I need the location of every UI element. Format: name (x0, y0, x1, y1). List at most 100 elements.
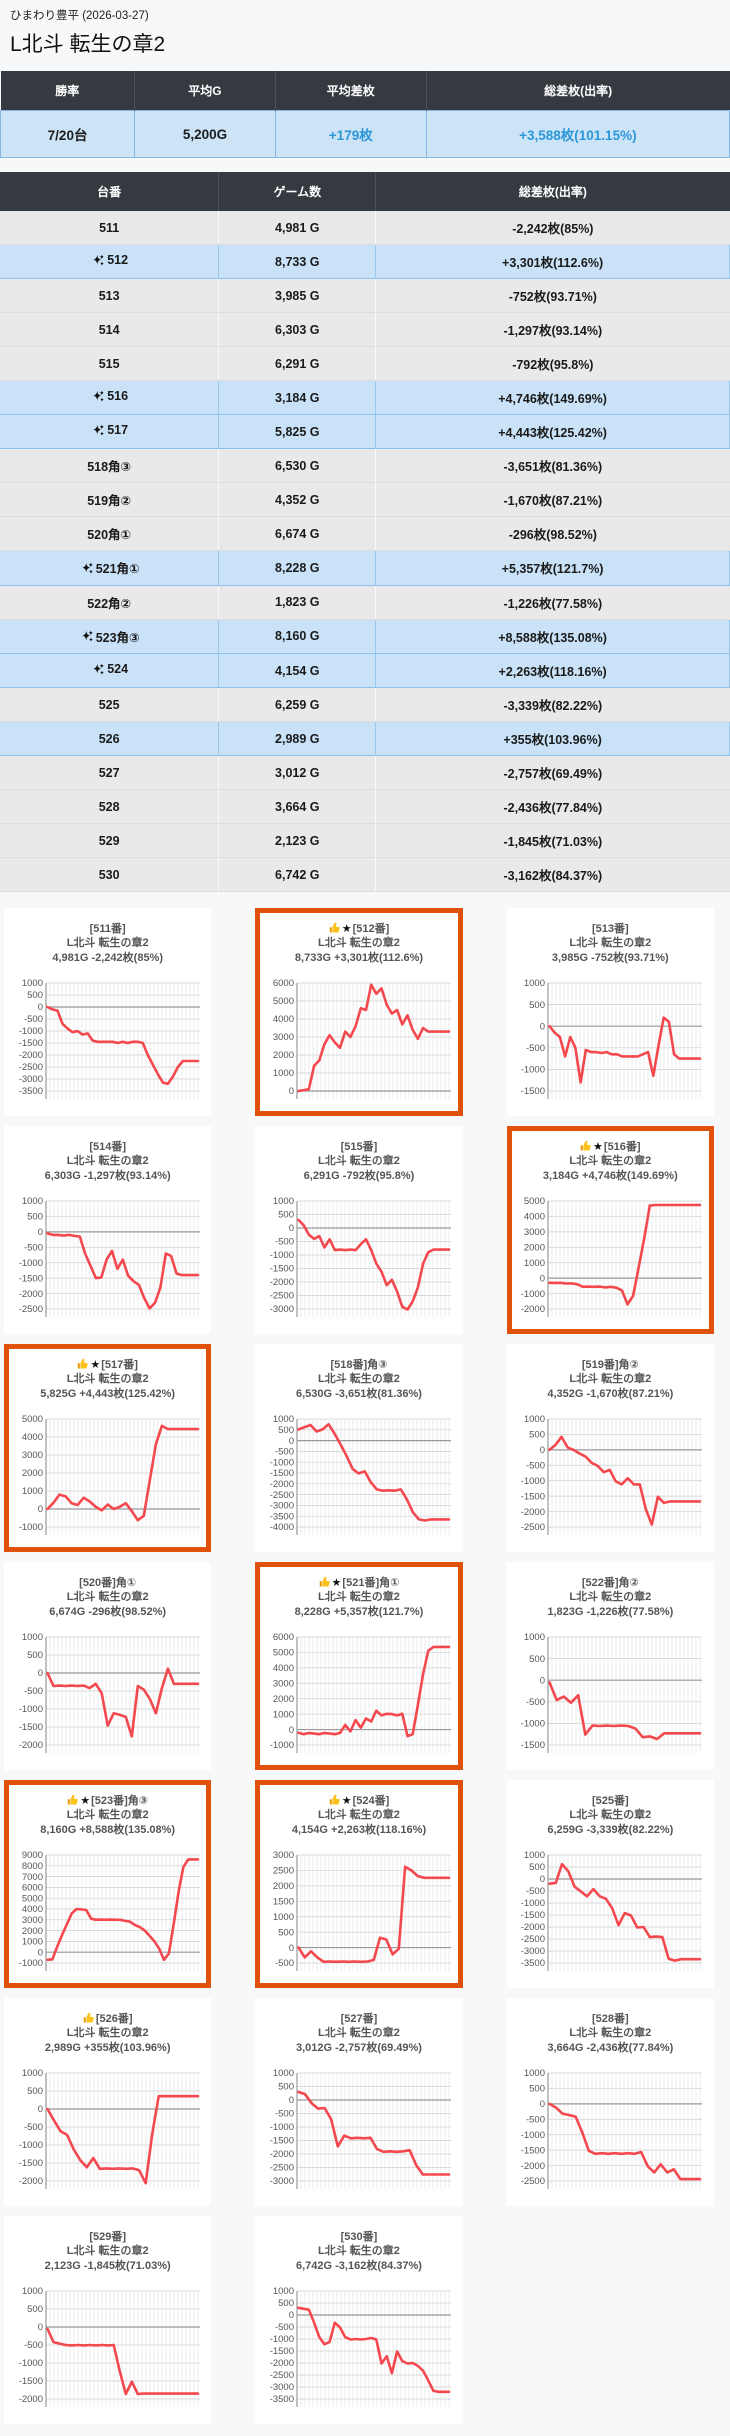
machine-number-label: 530 (98, 867, 120, 882)
machine-number-cell: 524 (0, 653, 220, 688)
svg-text:3000: 3000 (524, 1227, 545, 1238)
machine-diff-cell: -296枚(98.52%) (375, 516, 730, 551)
svg-text:-2500: -2500 (270, 2370, 294, 2381)
svg-text:2000: 2000 (524, 1242, 545, 1253)
chart-machine-name: L北斗 転生の章2 (66, 1373, 149, 1386)
machine-col-header-2: 総差枚(出率) (375, 172, 730, 211)
chart-card-521: ★[521番]角① L北斗 転生の章2 8,228G +5,357枚(121.7%)… (255, 1562, 463, 1770)
svg-text:500: 500 (27, 2304, 43, 2315)
chart-machine-name: L北斗 転生の章2 (66, 1591, 149, 1604)
slump-graph-line (548, 1203, 702, 1306)
machine-number-label: 511 (99, 220, 120, 235)
svg-text:-1500: -1500 (18, 2158, 42, 2169)
machine-diff-cell: -3,651枚(81.36%) (375, 448, 730, 483)
svg-text:-500: -500 (24, 2122, 43, 2133)
svg-text:2000: 2000 (22, 1926, 43, 1937)
svg-text:-3500: -3500 (270, 1511, 294, 1522)
machine-diff-cell: -2,242枚(85%) (375, 211, 730, 245)
star-icon: ★ (593, 1141, 603, 1153)
svg-text:-1500: -1500 (270, 2136, 294, 2147)
svg-text:1000: 1000 (273, 1912, 294, 1923)
machine-games-cell: 1,823 G (218, 585, 377, 620)
chart-machine-name: L北斗 転生の章2 (569, 2027, 652, 2040)
machine-number-label: 526 (98, 731, 120, 746)
svg-text:0: 0 (289, 2095, 294, 2106)
trend-chart-522: 1000 500 0 -500 -1000 -1500 (521, 1632, 703, 1753)
svg-text:-1000: -1000 (18, 1026, 42, 1037)
svg-text:-2000: -2000 (18, 2176, 42, 2187)
sparkle-icon (93, 663, 105, 675)
slump-graph-line (45, 2094, 199, 2185)
machine-number-cell: 522角② (0, 585, 220, 620)
chart-title: ★[524番] L北斗 転生の章2 4,154G +2,263枚(118.16%) (260, 1794, 457, 1837)
chart-stats-line: 6,742G -3,162枚(84.37%) (296, 2259, 422, 2272)
machine-number-label: 514 (98, 322, 120, 337)
svg-text:-500: -500 (24, 1014, 43, 1025)
svg-text:1500: 1500 (273, 1896, 294, 1907)
machine-row-512: 512 8,733 G +3,301枚(112.6%) (0, 244, 730, 279)
slump-graph-line (45, 1667, 199, 1738)
svg-text:0: 0 (289, 1436, 294, 1447)
machine-row-526: 526 2,989 G +355枚(103.96%) (0, 721, 730, 756)
machine-diff-cell: -2,757枚(69.49%) (375, 755, 730, 790)
machine-diff-cell: -3,162枚(84.37%) (375, 857, 730, 892)
svg-text:-2000: -2000 (270, 2149, 294, 2160)
svg-text:-1000: -1000 (270, 2122, 294, 2133)
svg-text:-2000: -2000 (521, 1507, 545, 1518)
chart-machine-label: [522番]角② (581, 1577, 639, 1589)
machine-row-527: 527 3,012 G -2,757枚(69.49%) (0, 755, 730, 790)
chart-machine-label: [514番] (89, 1141, 126, 1153)
svg-text:2000: 2000 (22, 1468, 43, 1479)
machine-number-cell: 523角③ (0, 618, 220, 654)
svg-text:-2500: -2500 (18, 1062, 42, 1073)
svg-text:2500: 2500 (273, 1866, 294, 1877)
svg-text:-500: -500 (526, 1697, 545, 1708)
trend-chart-519: 1000 500 0 -500 -1000 -1500 -2000 -2500 (521, 1414, 703, 1535)
sparkle-icon (93, 254, 105, 266)
svg-text:500: 500 (278, 1425, 294, 1436)
svg-text:-1000: -1000 (521, 1718, 545, 1729)
svg-text:-2500: -2500 (18, 1304, 42, 1315)
chart-stats-line: 3,664G -2,436枚(77.84%) (547, 2041, 674, 2054)
svg-text:1000: 1000 (524, 1414, 545, 1425)
chart-card-517: ★[517番] L北斗 転生の章2 5,825G +4,443枚(125.42%) 5… (4, 1344, 212, 1552)
svg-text:4000: 4000 (22, 1432, 43, 1443)
slump-graph-line (297, 1422, 451, 1522)
slump-graph-line (297, 2090, 451, 2176)
chart-machine-name: L北斗 転生の章2 (318, 1155, 400, 1168)
chart-machine-name: L北斗 転生の章2 (318, 937, 400, 950)
machine-games-cell: 8,733 G (218, 244, 377, 279)
svg-text:-2000: -2000 (270, 1479, 294, 1490)
svg-text:2000: 2000 (273, 1050, 294, 1061)
chart-machine-label: [527番] (340, 2013, 378, 2025)
machine-number-label: 517 (107, 423, 129, 437)
svg-text:0: 0 (37, 2322, 42, 2333)
trend-chart-528: 1000 500 0 -500 -1000 -1500 -2000 -2500 (521, 2068, 703, 2189)
svg-text:-2000: -2000 (521, 1922, 545, 1933)
chart-title: [525番] L北斗 転生の章2 6,259G -3,339枚(82.22%) (507, 1794, 714, 1837)
chart-stats-line: 3,012G -2,757枚(69.49%) (296, 2041, 422, 2054)
summary-value-1: 5,200G (134, 110, 276, 158)
svg-text:-1500: -1500 (18, 1722, 42, 1733)
chart-stats-line: 3,184G +4,746枚(149.69%) (542, 1169, 678, 1182)
trend-chart-517: 5000 4000 3000 2000 1000 0 -1000 (18, 1414, 200, 1535)
svg-text:-4000: -4000 (270, 1522, 294, 1533)
summary-header-row: 勝率 平均G 平均差枚 総差枚(出率) (0, 71, 730, 111)
trend-chart-527: 1000 500 0 -500 -1000 -1500 -2000 -2500 -3000 (270, 2068, 451, 2189)
svg-text:5000: 5000 (22, 1414, 43, 1425)
svg-text:-1000: -1000 (18, 1958, 42, 1969)
chart-card-526: [526番] L北斗 転生の章2 2,989G +355枚(103.96%) 1000… (4, 1998, 212, 2206)
svg-text:500: 500 (278, 2082, 294, 2093)
svg-text:-1000: -1000 (521, 2130, 545, 2141)
svg-text:-3000: -3000 (270, 2176, 294, 2187)
chart-card-514: [514番] L北斗 転生の章2 6,303G -1,297枚(93.14%) 100… (4, 1126, 212, 1334)
svg-text:1000: 1000 (273, 2068, 294, 2079)
machine-diff-cell: +5,357枚(121.7%) (375, 550, 730, 586)
chart-stats-line: 4,352G -1,670枚(87.21%) (547, 1387, 674, 1400)
chart-title: [527番] L北斗 転生の章2 3,012G -2,757枚(69.49%) (255, 2012, 462, 2055)
chart-title: [518番]角③ L北斗 転生の章2 6,530G -3,651枚(81.36%) (255, 1358, 462, 1401)
svg-text:-500: -500 (275, 1237, 294, 1248)
svg-text:1000: 1000 (273, 1414, 294, 1425)
svg-text:-2500: -2500 (521, 1522, 545, 1533)
chart-machine-name: L北斗 転生の章2 (569, 1591, 652, 1604)
